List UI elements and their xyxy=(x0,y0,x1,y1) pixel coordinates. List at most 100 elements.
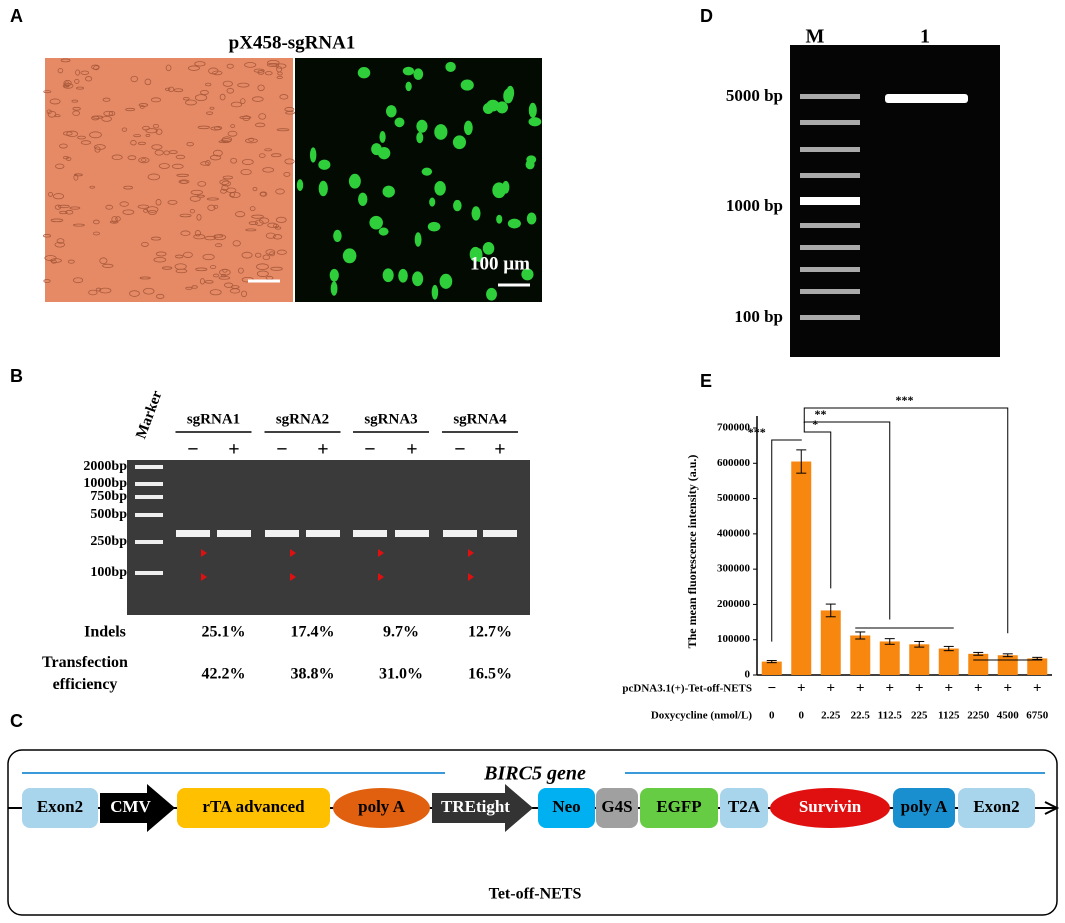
cell xyxy=(111,216,118,223)
cell xyxy=(358,192,368,206)
cell xyxy=(222,80,233,87)
x-tick-label: 0 xyxy=(799,710,805,722)
ladder-band xyxy=(800,315,860,320)
cell xyxy=(189,195,201,202)
cell xyxy=(239,115,252,119)
sign-label: + xyxy=(826,680,835,696)
cell xyxy=(209,265,217,270)
construct-element xyxy=(893,788,955,828)
y-tick-label: 0 xyxy=(745,669,751,681)
cell xyxy=(526,212,537,225)
sign-label: + xyxy=(915,680,924,696)
cell xyxy=(156,293,165,299)
gel-image xyxy=(127,460,530,615)
cell xyxy=(173,88,184,93)
cell xyxy=(185,99,197,106)
cell xyxy=(72,277,84,284)
row-value: 9.7% xyxy=(383,624,419,641)
cell xyxy=(75,69,81,76)
cell xyxy=(194,61,206,67)
gene-title: BIRC5 gene xyxy=(483,763,586,785)
cell xyxy=(267,59,280,66)
cell xyxy=(77,135,86,140)
y-tick-label: 200000 xyxy=(717,598,751,610)
cell xyxy=(264,71,273,76)
lane-sign: − xyxy=(454,439,465,461)
cell xyxy=(125,107,136,112)
construct-element xyxy=(958,788,1035,828)
lane-group-label: sgRNA4 xyxy=(453,411,507,427)
cell xyxy=(221,180,232,187)
cell xyxy=(271,153,282,158)
cell xyxy=(416,132,424,144)
cell xyxy=(256,263,269,271)
cell xyxy=(154,149,164,156)
cell xyxy=(208,67,219,75)
cell xyxy=(76,86,85,90)
cell xyxy=(398,268,408,283)
cell xyxy=(245,138,258,144)
ladder-label: 250bp xyxy=(90,534,127,549)
cell xyxy=(252,96,264,102)
cell xyxy=(179,213,192,218)
x-tick-label: 225 xyxy=(911,710,928,722)
cell xyxy=(259,217,270,224)
cell xyxy=(72,110,81,116)
marker-label: Marker xyxy=(133,388,165,441)
cell xyxy=(402,66,415,76)
element-label: Exon2 xyxy=(973,797,1019,816)
cell xyxy=(267,222,278,228)
cell xyxy=(270,266,283,271)
cell xyxy=(103,110,114,117)
cell xyxy=(63,79,72,87)
cell xyxy=(164,87,171,91)
y-tick-label: 400000 xyxy=(717,527,751,539)
cell xyxy=(158,163,170,169)
cell xyxy=(379,130,386,143)
cell xyxy=(258,153,266,158)
lane-sign: − xyxy=(187,439,198,461)
ladder-label: 1000 bp xyxy=(726,196,783,215)
cell xyxy=(197,125,210,130)
cell xyxy=(88,289,98,296)
cell xyxy=(155,251,167,257)
cell xyxy=(318,180,328,197)
cell xyxy=(257,84,265,92)
y-tick-label: 600000 xyxy=(717,457,751,469)
cell xyxy=(222,175,233,180)
cell xyxy=(191,285,198,289)
cell xyxy=(144,78,152,86)
cell xyxy=(482,242,495,255)
cell xyxy=(89,185,96,189)
ladder-band xyxy=(135,540,163,544)
construct-element xyxy=(640,788,718,828)
cell xyxy=(209,154,222,161)
cell xyxy=(486,287,497,301)
cell xyxy=(252,186,258,192)
cell xyxy=(193,234,206,240)
cell xyxy=(105,204,114,210)
row-label: Transfection efficiency xyxy=(42,654,128,693)
cell xyxy=(145,128,158,134)
construct-element xyxy=(177,788,330,828)
lane-sign: − xyxy=(364,439,375,461)
cell xyxy=(212,70,223,76)
construct-caption: Tet-off-NETS xyxy=(489,886,582,903)
cell xyxy=(219,93,226,101)
cell xyxy=(416,119,428,133)
y-tick-label: 100000 xyxy=(717,633,751,645)
x-tick-label: 1125 xyxy=(938,710,960,722)
cell xyxy=(254,252,262,258)
cell xyxy=(197,181,207,187)
lane-sign: + xyxy=(406,439,417,461)
bar xyxy=(1027,658,1048,675)
x-tick-label: 112.5 xyxy=(878,710,903,722)
backbone-arrow xyxy=(1044,801,1060,815)
significance-label: *** xyxy=(896,393,914,407)
cell xyxy=(186,141,194,147)
cell xyxy=(145,134,151,137)
cell xyxy=(67,259,75,264)
cell xyxy=(275,188,285,195)
bar xyxy=(909,644,930,675)
cell xyxy=(237,82,250,88)
